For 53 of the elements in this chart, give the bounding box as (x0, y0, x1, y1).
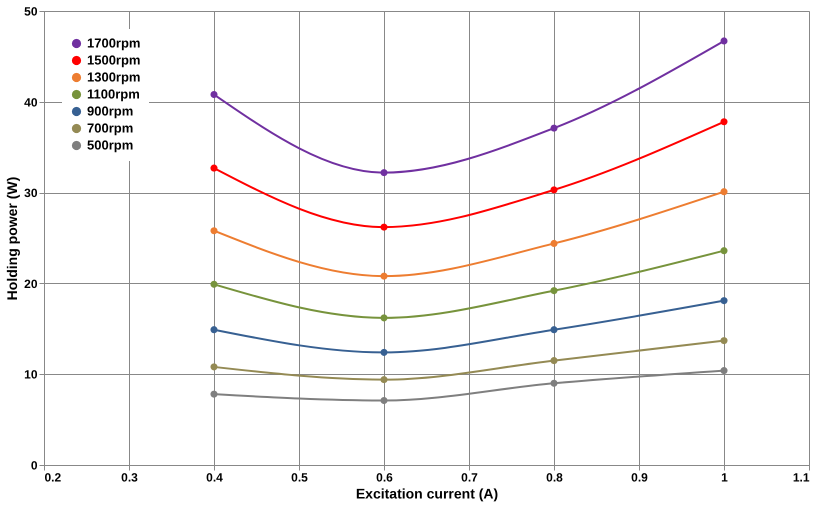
x-tick-label: 0.5 (291, 470, 308, 484)
point (720, 118, 728, 126)
y-tick-label: 50 (24, 4, 38, 18)
point (720, 247, 728, 254)
point (720, 297, 728, 304)
x-tick-label: 1 (721, 470, 728, 484)
point (210, 227, 218, 234)
point (380, 376, 388, 384)
point (210, 91, 218, 98)
point (720, 367, 728, 374)
point (550, 186, 558, 194)
point (720, 37, 728, 44)
legend-label: 500rpm (87, 138, 134, 152)
x-axis-title: Excitation current (A) (356, 486, 498, 502)
point (380, 224, 388, 231)
point (550, 124, 558, 132)
point (550, 287, 558, 294)
point (720, 188, 728, 196)
point (380, 348, 388, 356)
x-tick-label: 0.2 (44, 470, 62, 484)
point (550, 380, 558, 387)
point (550, 326, 558, 334)
point (380, 314, 388, 322)
point (550, 357, 558, 364)
point (210, 363, 218, 370)
y-tick-label: 10 (24, 368, 38, 382)
x-tick-label: 0.9 (631, 470, 648, 484)
x-tick-label: 0.4 (206, 470, 224, 484)
y-tick-label: 40 (24, 95, 38, 110)
point (210, 390, 218, 398)
x-tick-label: 0.7 (461, 470, 478, 484)
x-tick-label: 1.1 (792, 470, 810, 484)
x-tick-label: 0.6 (376, 470, 394, 484)
legend-label: 1700rpm (87, 36, 140, 50)
point (380, 272, 388, 280)
point (210, 164, 218, 172)
legend-label: 700rpm (87, 120, 134, 136)
y-tick-label: 30 (24, 186, 38, 200)
y-tick-label: 20 (24, 276, 38, 291)
legend-label: 1100rpm (87, 86, 140, 102)
legend-label: 1300rpm (87, 70, 140, 84)
point (210, 280, 218, 288)
point (550, 240, 558, 247)
point (720, 337, 728, 344)
legend-label: 900rpm (87, 104, 134, 118)
point (380, 397, 388, 404)
point (210, 326, 218, 334)
y-tick-label: 0 (30, 458, 38, 472)
x-tick-label: 0.8 (546, 470, 564, 484)
point (380, 169, 388, 176)
y-axis-title: Holding power (W) (4, 176, 20, 300)
legend-label: 1500rpm (87, 52, 140, 68)
x-tick-label: 0.3 (121, 470, 138, 484)
